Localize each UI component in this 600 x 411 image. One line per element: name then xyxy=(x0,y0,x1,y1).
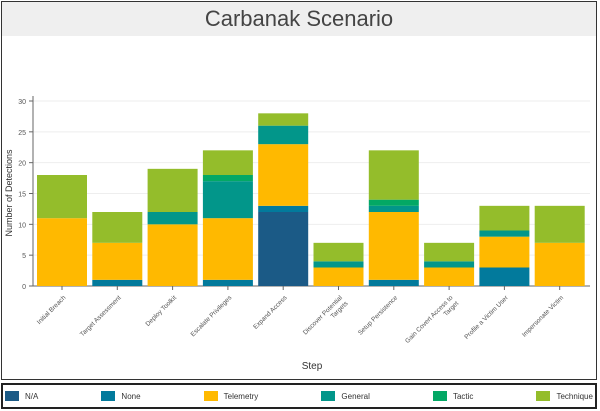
y-axis-title: Number of Detections xyxy=(4,149,14,237)
bar-segment-technique xyxy=(368,150,419,200)
chart-header: Carbanak Scenario xyxy=(2,2,596,36)
legend-item[interactable]: Technique xyxy=(536,391,593,401)
x-tick-label: Gain Covert Access toTarget xyxy=(404,294,460,350)
legend-label: Tactic xyxy=(452,391,474,401)
bar-segment-technique xyxy=(147,168,198,212)
bar-segment-general xyxy=(424,261,475,268)
bar-segment-general xyxy=(479,230,530,237)
legend-label: None xyxy=(121,391,141,401)
legend-item[interactable]: Tactic xyxy=(432,391,474,401)
legend-item[interactable]: Telemetry xyxy=(203,391,259,401)
x-tick-label: Setup Persistence xyxy=(357,294,400,337)
bar-segment-general xyxy=(368,205,419,212)
x-tick-label: Deploy Toolkit xyxy=(145,294,179,328)
x-tick-label: Escalate Privileges xyxy=(190,294,234,338)
x-tick-label: Profile a Victim User xyxy=(463,294,510,341)
legend-label: General xyxy=(341,391,370,401)
legend-label: Telemetry xyxy=(223,391,259,401)
bar-segment-technique xyxy=(202,150,253,175)
bar-segment-telemetry xyxy=(424,267,475,286)
legend-label: Technique xyxy=(556,391,593,401)
bar-segment-telemetry xyxy=(37,218,87,286)
bar-segment-general xyxy=(147,212,198,225)
bar-segment-none xyxy=(479,267,530,286)
bar-segment-general xyxy=(258,125,309,145)
bar-segment-technique xyxy=(92,212,143,243)
bar-segment-none xyxy=(202,279,253,286)
bar-segment-technique xyxy=(534,205,585,243)
x-tick-label: Target Assessment xyxy=(79,294,123,338)
bar-segment-general xyxy=(202,181,253,219)
y-tick-label: 30 xyxy=(18,99,26,106)
chart-title: Carbanak Scenario xyxy=(204,6,394,31)
bar-segment-telemetry xyxy=(479,236,530,268)
bar-segment-technique xyxy=(479,205,530,231)
bar-segment-telemetry xyxy=(147,224,198,286)
legend-label: N/A xyxy=(25,391,39,401)
y-tick-label: 25 xyxy=(18,130,26,137)
chart-frame: Carbanak Scenario xyxy=(1,1,597,380)
x-tick-label: Expand Access xyxy=(252,294,289,331)
y-tick-label: 0 xyxy=(22,284,26,291)
stacked-bar-chart: 0 5 10 15 20 25 30 Initial Breach Target Assessm… xyxy=(4,96,590,372)
bar-segment-tactic xyxy=(368,199,419,206)
x-tick-label: Discover PotentialTargets xyxy=(302,294,350,342)
y-tick-label: 5 xyxy=(22,253,26,260)
y-tick-label: 15 xyxy=(18,192,26,199)
bar-segment-technique xyxy=(424,242,475,262)
legend-item[interactable]: N/A xyxy=(5,391,38,401)
legend-swatch xyxy=(5,391,19,401)
legend-swatch xyxy=(536,391,551,401)
bar-segment-telemetry xyxy=(202,218,253,280)
bar-segment-telemetry xyxy=(92,242,143,280)
legend-item[interactable]: General xyxy=(321,391,370,401)
bar-segment-general xyxy=(313,261,364,268)
bar-segment-tactic xyxy=(202,175,253,182)
x-tick-label: Impersonate Victim xyxy=(521,294,565,338)
bar-segment-none xyxy=(368,279,419,286)
bar-segment-technique xyxy=(258,113,309,126)
bar-segment-telemetry xyxy=(534,242,585,286)
bar-segment-na xyxy=(258,212,309,286)
legend-swatch xyxy=(432,391,447,401)
bar-segment-none xyxy=(92,279,143,286)
y-tick-label: 20 xyxy=(18,161,26,168)
x-axis-title: Step xyxy=(302,361,323,372)
y-tick-label: 10 xyxy=(18,222,26,229)
bar-segment-telemetry xyxy=(258,144,309,206)
bar-segment-telemetry xyxy=(313,267,364,286)
bar-segment-technique xyxy=(37,175,87,219)
legend-swatch xyxy=(203,391,218,401)
legend-swatch xyxy=(101,391,116,401)
bar-segment-telemetry xyxy=(368,212,419,280)
bar-segment-none xyxy=(258,205,309,212)
legend: N/A None Telemetry General Tactic Technique xyxy=(1,383,597,409)
bar-segment-technique xyxy=(313,242,364,262)
legend-item[interactable]: None xyxy=(101,391,141,401)
legend-swatch xyxy=(321,391,336,401)
x-tick-label: Initial Breach xyxy=(36,294,68,326)
